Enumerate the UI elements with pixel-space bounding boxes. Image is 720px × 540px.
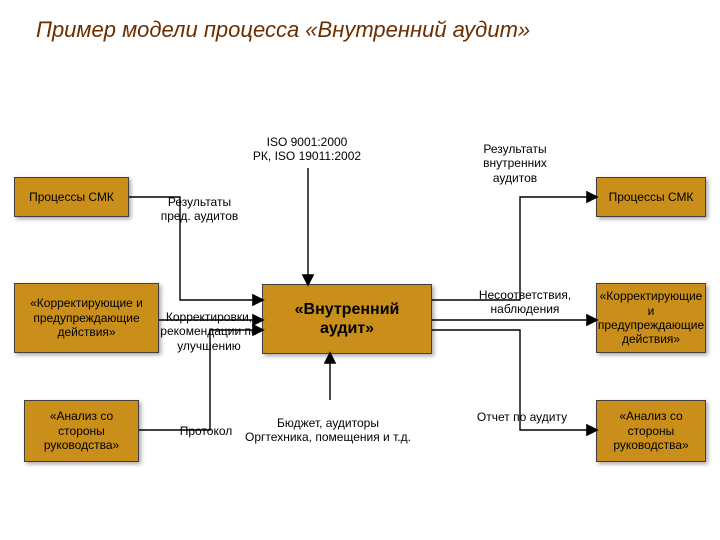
box-right-processes: Процессы СМК xyxy=(596,177,706,217)
box-center-audit: «Внутренний аудит» xyxy=(262,284,432,354)
box-label: «Корректирующие и предупреждающие действ… xyxy=(19,296,154,339)
page-title: Пример модели процесса «Внутренний аудит… xyxy=(36,16,530,44)
label-nonconf: Несоответствия, наблюдения xyxy=(460,288,590,317)
box-left-review: «Анализ со стороны руководства» xyxy=(24,400,139,462)
label-protocol: Протокол xyxy=(166,424,246,438)
box-right-corrective: «Корректирующие и предупреждающие действ… xyxy=(596,283,706,353)
label-int-results: Результаты внутренних аудитов xyxy=(460,142,570,185)
box-right-review: «Анализ со стороны руководства» xyxy=(596,400,706,462)
label-corrections: Корректировки, рекомендации по улучшению xyxy=(159,310,259,353)
box-label: Процессы СМК xyxy=(29,190,114,204)
box-label: «Корректирующие и предупреждающие действ… xyxy=(598,289,704,347)
box-label: «Анализ со стороны руководства» xyxy=(601,409,701,452)
box-label: «Внутренний аудит» xyxy=(267,300,427,338)
box-left-corrective: «Корректирующие и предупреждающие действ… xyxy=(14,283,159,353)
label-budget: Бюджет, аудиторы Оргтехника, помещения и… xyxy=(238,416,418,445)
label-prev-results: Результаты пред. аудитов xyxy=(152,195,247,224)
label-iso: ISO 9001:2000 РК, ISO 19011:2002 xyxy=(222,135,392,164)
label-report: Отчет по аудиту xyxy=(472,410,572,424)
box-label: Процессы СМК xyxy=(609,190,694,204)
box-left-processes: Процессы СМК xyxy=(14,177,129,217)
box-label: «Анализ со стороны руководства» xyxy=(29,409,134,452)
